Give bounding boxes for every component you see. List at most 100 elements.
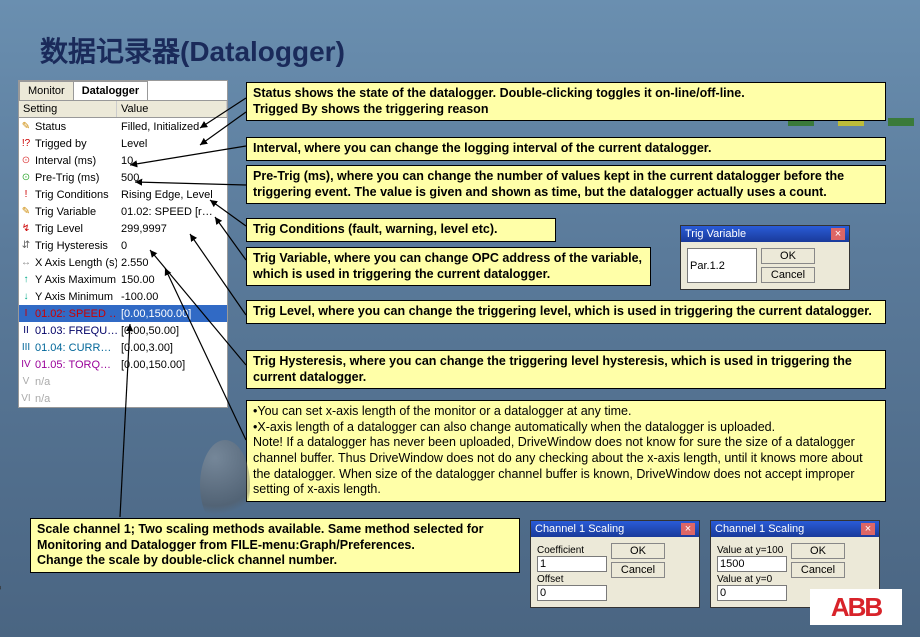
dlg1-titlebar: Trig Variable × <box>681 226 849 242</box>
panel-rows: ✎StatusFilled, Initialized!?Trigged byLe… <box>19 118 227 407</box>
dlg3-label1: Value at y=100 <box>717 545 787 556</box>
dlg2-label1: Coefficient <box>537 545 607 556</box>
row-value: -100.00 <box>117 291 227 303</box>
dlg3-title: Channel 1 Scaling <box>715 523 804 535</box>
dlg2-close-icon[interactable]: × <box>681 523 695 535</box>
dlg3-ok-button[interactable]: OK <box>791 543 845 559</box>
row-icon: V <box>19 376 33 387</box>
row-icon: ✎ <box>19 121 33 132</box>
row-14[interactable]: IV01.05: TORQ…[0.00,150.00] <box>19 356 227 373</box>
dlg2-titlebar: Channel 1 Scaling × <box>531 521 699 537</box>
row-5[interactable]: ✎Trig Variable01.02: SPEED [r… <box>19 203 227 220</box>
row-11[interactable]: I01.02: SPEED …[0.00,1500.00] <box>19 305 227 322</box>
note-pretrig: Pre-Trig (ms), where you can change the … <box>246 165 886 204</box>
row-1[interactable]: !?Trigged byLevel <box>19 135 227 152</box>
row-icon: ↑ <box>19 274 33 285</box>
row-icon: I <box>19 308 33 319</box>
row-icon: ↓ <box>19 291 33 302</box>
dlg1-close-icon[interactable]: × <box>831 228 845 240</box>
row-label: Trigged by <box>33 138 117 150</box>
row-13[interactable]: III01.04: CURR…[0.00,3.00] <box>19 339 227 356</box>
row-value: Filled, Initialized <box>117 121 227 133</box>
note-xaxis: •You can set x-axis length of the monito… <box>246 400 886 502</box>
dlg2-input2[interactable] <box>537 585 607 601</box>
copyright-side: © ABB Group - 5 - 23-Aug-24 <box>0 536 2 617</box>
row-label: 01.02: SPEED … <box>33 308 117 320</box>
row-value: 0 <box>117 240 227 252</box>
row-label: Interval (ms) <box>33 155 117 167</box>
row-label: 01.05: TORQ… <box>33 359 117 371</box>
row-label: n/a <box>33 376 117 388</box>
note-trigvar: Trig Variable, where you can change OPC … <box>246 247 651 286</box>
row-label: Y Axis Maximum <box>33 274 117 286</box>
row-icon: IV <box>19 359 33 370</box>
row-label: 01.03: FREQU… <box>33 325 117 337</box>
dlg3-label2: Value at y=0 <box>717 574 787 585</box>
note-trighyst: Trig Hysteresis, where you can change th… <box>246 350 886 389</box>
logo-text: ABB <box>831 592 881 623</box>
dlg3-cancel-button[interactable]: Cancel <box>791 562 845 578</box>
row-label: Trig Conditions <box>33 189 117 201</box>
tab-monitor[interactable]: Monitor <box>19 81 74 100</box>
row-icon: VI <box>19 393 33 404</box>
row-label: X Axis Length (s) <box>33 257 117 269</box>
row-label: Status <box>33 121 117 133</box>
row-3[interactable]: ⊙Pre-Trig (ms)500 <box>19 169 227 186</box>
row-value: 150.00 <box>117 274 227 286</box>
dlg1-cancel-button[interactable]: Cancel <box>761 267 815 283</box>
row-4[interactable]: !Trig ConditionsRising Edge, Level <box>19 186 227 203</box>
datalogger-panel: Monitor Datalogger Setting Value ✎Status… <box>18 80 228 408</box>
row-label: Trig Hysteresis <box>33 240 117 252</box>
dlg3-input2[interactable] <box>717 585 787 601</box>
dlg1-ok-button[interactable]: OK <box>761 248 815 264</box>
row-6[interactable]: ↯Trig Level299,9997 <box>19 220 227 237</box>
page-title: 数据记录器(Datalogger) <box>40 30 345 70</box>
row-7[interactable]: ⇵Trig Hysteresis0 <box>19 237 227 254</box>
row-label: Trig Level <box>33 223 117 235</box>
dlg2-title: Channel 1 Scaling <box>535 523 624 535</box>
row-0[interactable]: ✎StatusFilled, Initialized <box>19 118 227 135</box>
dlg2-cancel-button[interactable]: Cancel <box>611 562 665 578</box>
dlg1-input[interactable] <box>687 248 757 283</box>
row-label: n/a <box>33 393 117 405</box>
row-label: Pre-Trig (ms) <box>33 172 117 184</box>
row-icon: ⇵ <box>19 240 33 251</box>
dlg3-input1[interactable] <box>717 556 787 572</box>
row-icon: II <box>19 325 33 336</box>
row-2[interactable]: ⊙Interval (ms)10 <box>19 152 227 169</box>
row-16[interactable]: VIn/a <box>19 390 227 407</box>
tab-datalogger[interactable]: Datalogger <box>73 81 148 100</box>
abb-logo: ABB <box>810 589 902 625</box>
dialog-trig-variable: Trig Variable × OK Cancel <box>680 225 850 290</box>
row-icon: ! <box>19 189 33 200</box>
dlg1-title: Trig Variable <box>685 228 746 240</box>
row-label: Trig Variable <box>33 206 117 218</box>
header-setting: Setting <box>19 101 117 117</box>
row-15[interactable]: Vn/a <box>19 373 227 390</box>
note-interval: Interval, where you can change the loggi… <box>246 137 886 161</box>
row-value: [0.00,1500.00] <box>117 308 227 320</box>
header-value: Value <box>117 101 227 117</box>
dlg2-input1[interactable] <box>537 556 607 572</box>
row-value: [0.00,50.00] <box>117 325 227 337</box>
row-label: 01.04: CURR… <box>33 342 117 354</box>
row-icon: ⊙ <box>19 155 33 166</box>
note-triglevel: Trig Level, where you can change the tri… <box>246 300 886 324</box>
note-trigcond: Trig Conditions (fault, warning, level e… <box>246 218 556 242</box>
row-value: 10 <box>117 155 227 167</box>
row-12[interactable]: II01.03: FREQU…[0.00,50.00] <box>19 322 227 339</box>
dlg3-close-icon[interactable]: × <box>861 523 875 535</box>
row-icon: ⊙ <box>19 172 33 183</box>
row-icon: !? <box>19 138 33 149</box>
row-icon: III <box>19 342 33 353</box>
row-value: 500 <box>117 172 227 184</box>
row-9[interactable]: ↑Y Axis Maximum150.00 <box>19 271 227 288</box>
row-value: 2.550 <box>117 257 227 269</box>
row-value: [0.00,150.00] <box>117 359 227 371</box>
pen-shadow <box>200 440 250 530</box>
row-value: 299,9997 <box>117 223 227 235</box>
row-value: 01.02: SPEED [r… <box>117 206 227 218</box>
dlg2-ok-button[interactable]: OK <box>611 543 665 559</box>
row-10[interactable]: ↓Y Axis Minimum-100.00 <box>19 288 227 305</box>
row-8[interactable]: ↔X Axis Length (s)2.550 <box>19 254 227 271</box>
